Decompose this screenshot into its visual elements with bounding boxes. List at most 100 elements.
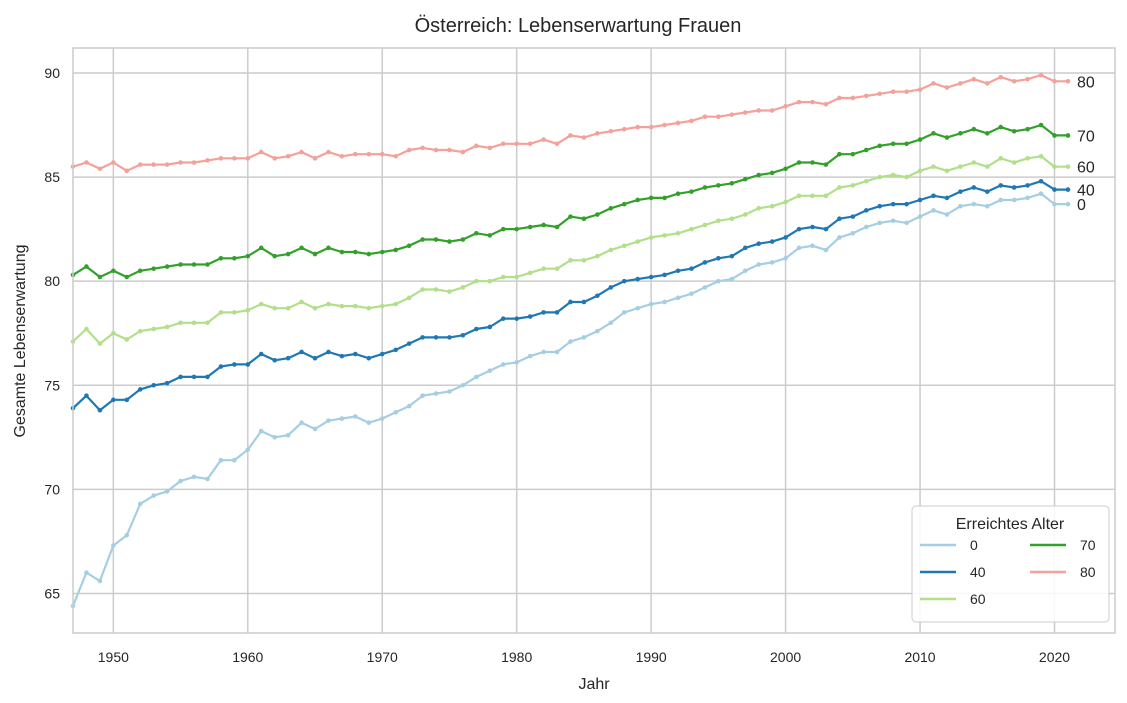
data-point	[218, 310, 224, 315]
data-point	[863, 208, 869, 213]
data-point	[810, 99, 815, 105]
data-point	[877, 91, 883, 97]
data-point	[1065, 79, 1071, 84]
data-point	[877, 203, 883, 209]
data-point	[124, 274, 130, 280]
data-point	[837, 185, 842, 190]
data-point	[877, 143, 883, 149]
data-point	[97, 407, 103, 413]
data-point	[863, 147, 869, 153]
x-tick-label: 1950	[98, 649, 129, 665]
data-point	[379, 303, 385, 309]
data-point	[944, 135, 950, 140]
data-point	[514, 226, 519, 232]
x-tick-label: 1980	[501, 649, 532, 665]
legend-label: 0	[970, 537, 978, 553]
data-point	[958, 131, 963, 136]
data-point	[944, 85, 950, 90]
data-point	[984, 203, 990, 209]
y-tick-label: 80	[44, 273, 60, 289]
data-point	[998, 124, 1004, 130]
data-point	[796, 226, 802, 232]
data-point	[460, 285, 466, 290]
data-point	[433, 147, 439, 153]
data-point	[487, 368, 493, 373]
data-point	[635, 124, 640, 130]
data-point	[662, 233, 667, 238]
data-point	[191, 374, 197, 380]
data-point	[608, 285, 614, 290]
data-point	[931, 164, 936, 169]
y-tick-label: 85	[44, 169, 60, 185]
data-point	[944, 195, 950, 201]
data-point	[783, 235, 788, 240]
data-point	[205, 262, 210, 267]
data-point	[527, 224, 533, 230]
data-point	[151, 382, 156, 388]
data-point	[917, 197, 923, 203]
data-point	[541, 349, 546, 355]
data-point	[837, 151, 842, 157]
data-point	[191, 160, 197, 165]
data-point	[312, 426, 318, 432]
data-point	[635, 276, 640, 282]
data-point	[500, 226, 506, 232]
data-point	[890, 201, 896, 207]
data-point	[474, 143, 479, 149]
data-point	[1052, 201, 1057, 207]
data-point	[1025, 76, 1030, 82]
data-point	[810, 193, 815, 199]
data-point	[541, 266, 546, 271]
x-tick-label: 1970	[367, 649, 398, 665]
data-point	[729, 253, 735, 259]
end-labels: 040 60 70 80	[1077, 74, 1095, 214]
data-point	[420, 145, 425, 151]
data-point	[420, 335, 425, 340]
data-point	[783, 103, 788, 109]
data-point	[595, 293, 600, 299]
series-40	[70, 178, 1071, 413]
data-point	[137, 501, 143, 507]
data-point	[124, 532, 130, 538]
data-point	[84, 326, 89, 332]
legend-title: Erreichtes Alter	[956, 516, 1065, 533]
data-point	[595, 131, 600, 136]
data-point	[272, 253, 277, 259]
data-point	[353, 249, 358, 255]
data-point	[689, 118, 694, 124]
data-point	[944, 212, 950, 217]
data-point	[541, 137, 546, 142]
data-point	[527, 353, 533, 359]
data-point	[621, 243, 627, 249]
data-point	[890, 172, 896, 178]
data-point	[111, 268, 116, 274]
data-point	[1065, 201, 1071, 207]
data-point	[958, 203, 963, 209]
data-point	[1011, 160, 1017, 165]
data-point	[312, 355, 318, 361]
data-point	[823, 162, 829, 167]
data-point	[514, 274, 519, 280]
data-point	[420, 237, 425, 242]
legend-label: 60	[970, 591, 986, 607]
data-point	[662, 272, 667, 278]
data-point	[272, 156, 277, 161]
data-point	[863, 224, 869, 230]
data-point	[769, 108, 775, 113]
data-point	[716, 114, 721, 120]
data-point	[420, 287, 425, 292]
data-point	[191, 320, 197, 326]
data-point	[285, 153, 291, 159]
data-point	[527, 270, 533, 276]
data-point	[218, 255, 224, 261]
data-point	[447, 147, 452, 153]
data-point	[662, 122, 667, 128]
data-point	[796, 99, 802, 105]
data-point	[608, 128, 614, 134]
legend-box	[911, 505, 1110, 623]
data-point	[406, 243, 412, 249]
data-point	[796, 160, 802, 165]
chart-title: Österreich: Lebenserwartung Frauen	[415, 15, 742, 37]
data-point	[568, 339, 573, 344]
data-point	[850, 230, 856, 236]
